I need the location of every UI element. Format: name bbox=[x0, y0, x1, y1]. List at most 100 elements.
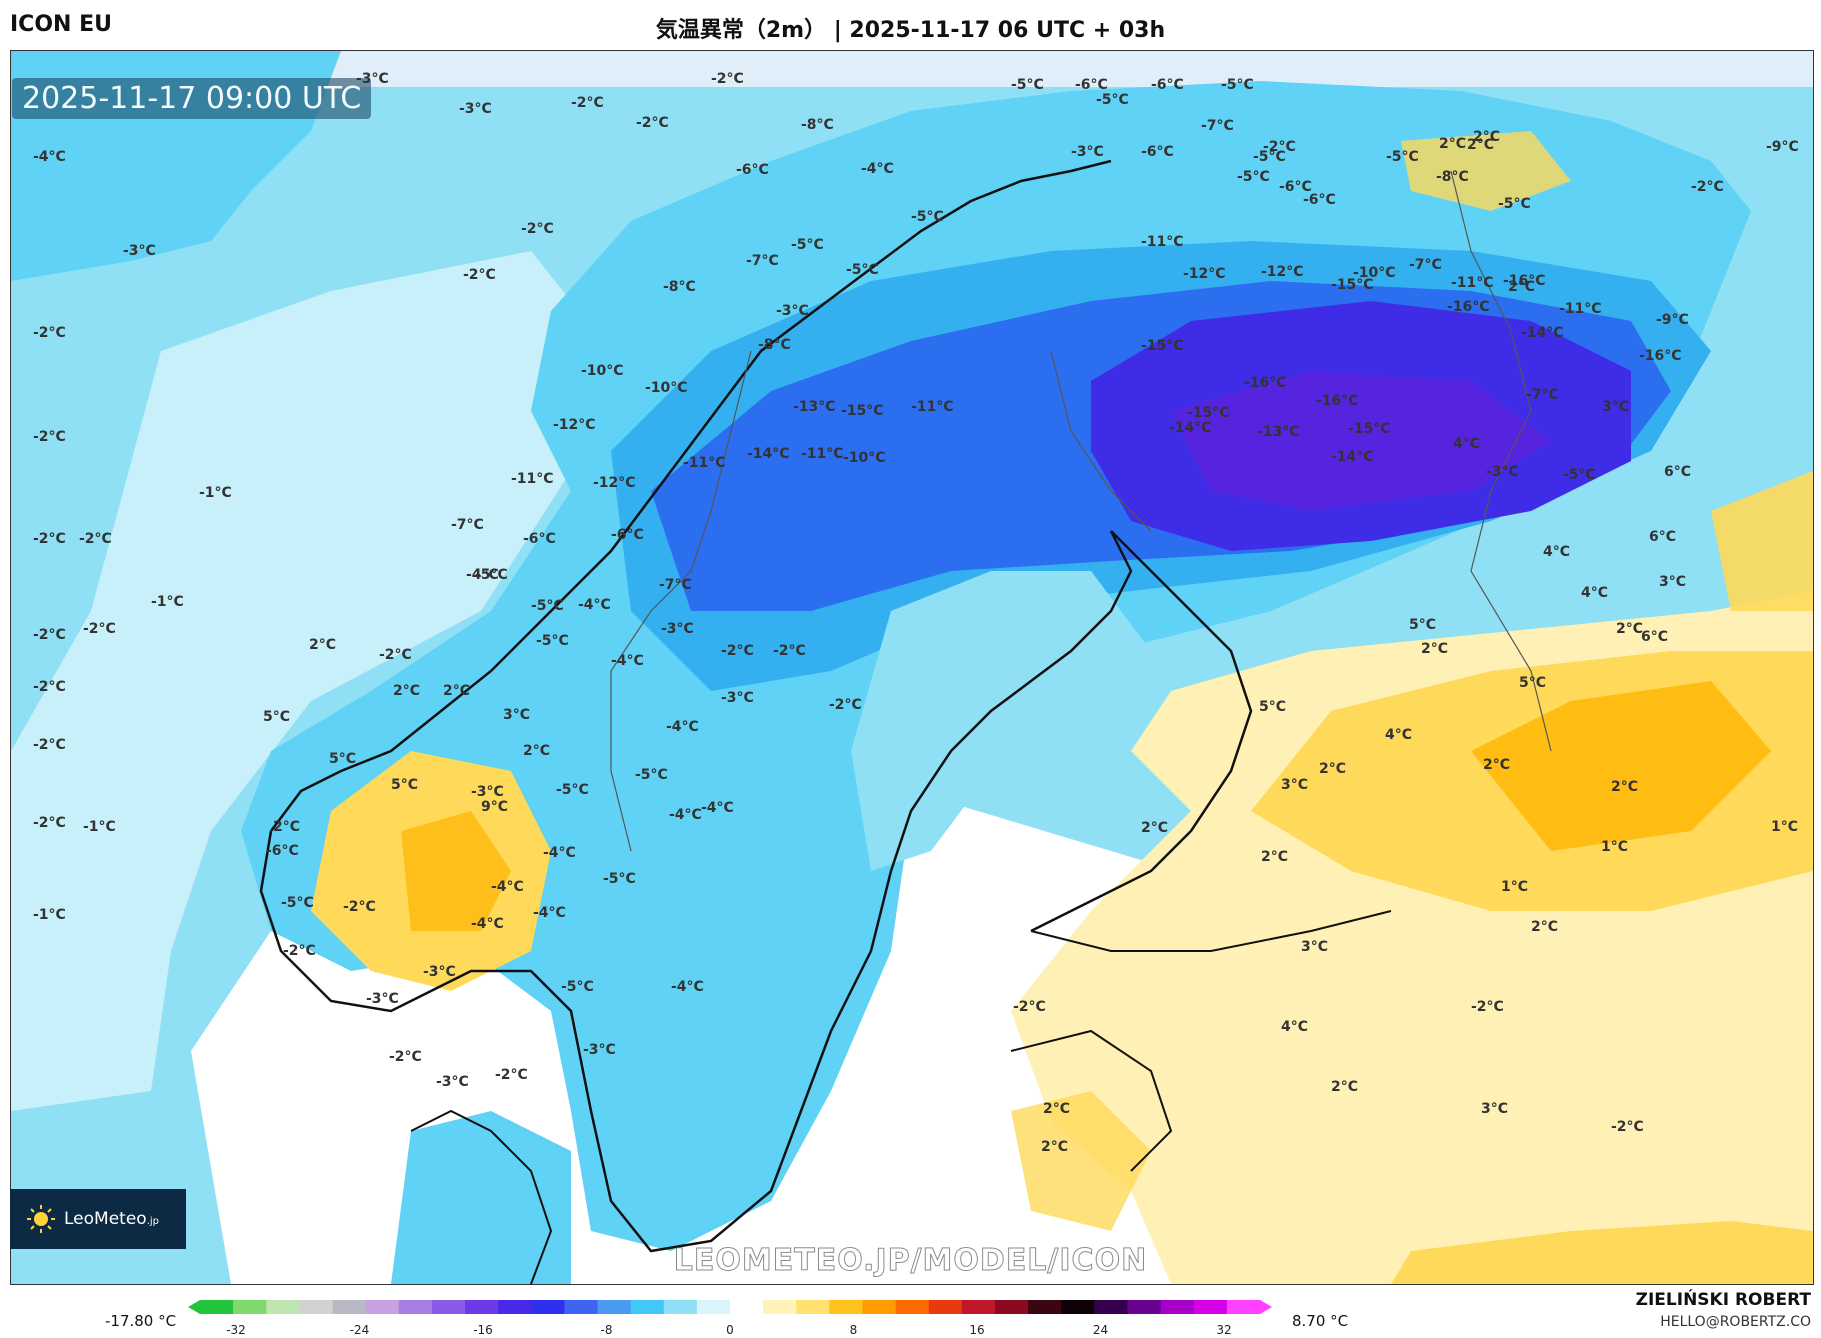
warm-anomaly-label: 1°C bbox=[1501, 879, 1528, 895]
warm-anomaly-label: 2°C bbox=[1319, 761, 1346, 777]
colorbar-cell bbox=[1028, 1300, 1062, 1314]
cold-anomaly-label: -5°C bbox=[911, 209, 944, 225]
cold-anomaly-label: -14°C bbox=[1521, 325, 1564, 341]
warm-anomaly-label: 2°C bbox=[1421, 641, 1448, 657]
cold-anomaly-label: -5°C bbox=[846, 262, 879, 278]
cold-anomaly-label: -3°C bbox=[366, 991, 399, 1007]
colorbar-cell bbox=[332, 1300, 367, 1314]
cold-anomaly-label: -11°C bbox=[683, 455, 726, 471]
map-area[interactable]: -3°C -2°C -3°C -2°C -2°C -4°C -3°C -2°C -2°C -2°C… bbox=[10, 50, 1814, 1285]
cold-anomaly-label: -1°C bbox=[199, 485, 232, 501]
cold-anomaly-label: -2°C bbox=[711, 71, 744, 87]
warm-anomaly-label: 5°C bbox=[1409, 617, 1436, 633]
cold-anomaly-label: -4°C bbox=[611, 653, 644, 669]
warm-norway-2 bbox=[401, 811, 511, 931]
colorbar-cell bbox=[663, 1300, 698, 1314]
header: ICON EU 気温異常（2m） | 2025-11-17 06 UTC + 0… bbox=[0, 0, 1821, 50]
logo-brand: LeoMeteo bbox=[64, 1209, 147, 1229]
cold-anomaly-label: -2°C bbox=[379, 647, 412, 663]
warm-anomaly-label: 2°C bbox=[1043, 1101, 1070, 1117]
logo-text: LeoMeteo.jp bbox=[64, 1209, 159, 1229]
cold-anomaly-label: -15°C bbox=[1331, 277, 1374, 293]
colorbar-cell bbox=[1226, 1300, 1261, 1314]
colorbar-tick-label: -16 bbox=[473, 1323, 493, 1337]
cold-anomaly-label: -7°C bbox=[746, 253, 779, 269]
cold-anomaly-label: -13°C bbox=[1257, 424, 1300, 440]
cold-anomaly-label: -12°C bbox=[1183, 266, 1226, 282]
colorbar-cell bbox=[200, 1300, 234, 1314]
warm-anomaly-label: 6°C bbox=[1641, 629, 1668, 645]
colorbar-cell bbox=[233, 1300, 267, 1314]
cold-anomaly-label: -3°C bbox=[661, 621, 694, 637]
cold-anomaly-label: -4°C bbox=[533, 905, 566, 921]
anomaly-map[interactable]: -3°C -2°C -3°C -2°C -2°C -4°C -3°C -2°C -2°C -2°C… bbox=[11, 51, 1813, 1284]
cold-anomaly-label: -2°C bbox=[79, 531, 112, 547]
warm-anomaly-label: 2°C bbox=[1041, 1139, 1068, 1155]
cold-anomaly-label: -11°C bbox=[1451, 275, 1494, 291]
cold-anomaly-label: -2°C bbox=[343, 899, 376, 915]
norway-coastline bbox=[270, 159, 1112, 832]
cold-anomaly-label: -7°C bbox=[1526, 387, 1559, 403]
cold-anomaly-label: -5°C bbox=[531, 598, 564, 614]
cold-anomaly-label: -6°C bbox=[1303, 192, 1336, 208]
warm-anomaly-label: 2°C bbox=[523, 743, 550, 759]
border-finland-russia bbox=[1450, 170, 1552, 752]
colorbar-cell bbox=[1160, 1300, 1195, 1314]
cold-anomaly-label: -4°C bbox=[471, 916, 504, 932]
cold-anomaly-label: -5°C bbox=[561, 979, 594, 995]
colorbar-cell bbox=[564, 1300, 598, 1314]
baltic-coastline bbox=[1010, 1029, 1173, 1172]
logo-suffix: .jp bbox=[146, 1216, 159, 1227]
cold-anomaly-label: -3°C bbox=[471, 784, 504, 800]
warm-anomaly-label: 2°C bbox=[1483, 757, 1510, 773]
cold-anomaly-label: -2°C bbox=[33, 429, 66, 445]
sun-icon bbox=[27, 1205, 55, 1233]
cold-anomaly-label: -6°C bbox=[1141, 144, 1174, 160]
leometeo-logo[interactable]: LeoMeteo.jp bbox=[10, 1189, 186, 1249]
colorbar-cell bbox=[1094, 1300, 1128, 1314]
cold-anomaly-label: -5°C bbox=[1253, 149, 1286, 165]
warm-anomaly-label: 6°C bbox=[1664, 464, 1691, 480]
cold-anomaly-label: -6°C bbox=[266, 843, 299, 859]
warm-kola bbox=[1401, 131, 1571, 211]
warm-anomaly-label: 2°C bbox=[1141, 820, 1168, 836]
cold-anomaly-label: -2°C bbox=[283, 943, 316, 959]
cold-anomaly-label: -5°C bbox=[791, 237, 824, 253]
warm-anomaly-label: 1°C bbox=[1601, 839, 1628, 855]
colorbar-left-arrow bbox=[188, 1300, 200, 1314]
cold-anomaly-label: -9°C bbox=[1656, 312, 1689, 328]
cold-anomaly-label: -3°C bbox=[721, 690, 754, 706]
cold-anomaly-label: -15°C bbox=[1141, 338, 1184, 354]
warm-anomaly-label: 3°C bbox=[1281, 777, 1308, 793]
colorbar-ticks: -32 -24 -16 -8 0 8 16 24 32 bbox=[226, 1323, 1231, 1337]
colorbar-tick-label: -32 bbox=[226, 1323, 246, 1337]
warm-anomaly-label: 2°C bbox=[443, 683, 470, 699]
warm-anomaly-label: 2°C bbox=[309, 637, 336, 653]
warm-anomaly-label: 2°C bbox=[1261, 849, 1288, 865]
cold-anomaly-label: -3°C bbox=[583, 1042, 616, 1058]
cold-anomaly-label: -6°C bbox=[523, 531, 556, 547]
colorbar-cell bbox=[763, 1300, 797, 1314]
warm-anomaly-label: 4°C bbox=[1281, 1019, 1308, 1035]
cold-anomaly-label: -7°C bbox=[1201, 118, 1234, 134]
colorbar-cell bbox=[398, 1300, 433, 1314]
cold-anomaly-label: -3°C bbox=[436, 1074, 469, 1090]
cold-anomaly-label: -10°C bbox=[645, 380, 688, 396]
warm-anomaly-label: 2°C bbox=[1508, 279, 1535, 295]
cold-anomaly-label: -14°C bbox=[1331, 449, 1374, 465]
colorbar-tick-label: 8 bbox=[850, 1323, 858, 1337]
warm-anomaly-label: 2°C bbox=[1473, 129, 1500, 145]
cold-anomaly-label: -3°C bbox=[776, 303, 809, 319]
cold-anomaly-label: -15°C bbox=[841, 403, 884, 419]
cold-anomaly-label: -2°C bbox=[1263, 139, 1296, 155]
cold-anomaly-label: -8°C bbox=[663, 279, 696, 295]
cold-anomaly-label: -5°C bbox=[475, 567, 508, 583]
warm-anomaly-label: 2°C bbox=[1439, 136, 1466, 152]
cold-anomaly-label: -2°C bbox=[571, 95, 604, 111]
warm-anomaly-label: 3°C bbox=[1659, 574, 1686, 590]
colorbar-cell bbox=[465, 1300, 499, 1314]
warm-anomaly-label: 4°C bbox=[1385, 727, 1412, 743]
colorbar-right-arrow bbox=[1260, 1300, 1272, 1314]
cold-anomaly-label: -16°C bbox=[1503, 273, 1546, 289]
watermark: LEOMETEO.JP/MODEL/ICON bbox=[673, 1243, 1148, 1279]
